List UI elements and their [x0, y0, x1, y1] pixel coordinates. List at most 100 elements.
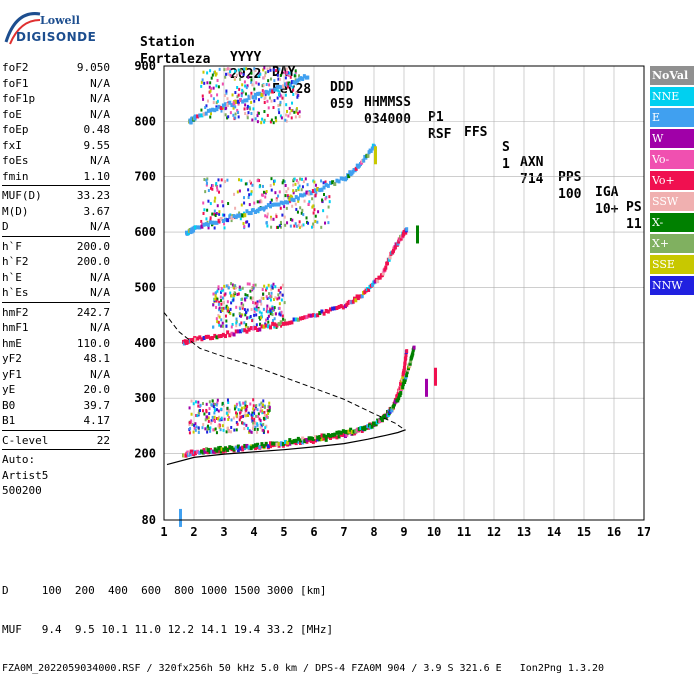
- echo-point: [364, 425, 368, 430]
- echo-point: [231, 322, 234, 326]
- echo-point: [210, 449, 214, 454]
- echo-point: [215, 220, 219, 225]
- echo-point: [252, 407, 255, 411]
- echo-point: [210, 94, 213, 98]
- echo-point: [412, 345, 416, 350]
- legend-item-x: X+: [650, 234, 694, 253]
- echo-point: [341, 429, 345, 434]
- echo-point: [277, 108, 280, 112]
- echo-point: [226, 116, 229, 120]
- echo-point: [369, 148, 373, 153]
- echo-point: [202, 222, 206, 227]
- echo-point: [203, 449, 207, 454]
- echo-point: [240, 304, 243, 308]
- echo-point: [278, 111, 281, 115]
- echo-point: [198, 225, 202, 230]
- echo-point: [223, 284, 226, 288]
- echo-point: [226, 330, 230, 335]
- echo-point: [243, 213, 247, 218]
- echo-point: [191, 423, 194, 427]
- echo-point: [318, 435, 322, 440]
- echo-point: [242, 222, 245, 226]
- echo-point: [309, 313, 313, 318]
- echo-point: [212, 449, 215, 454]
- echo-point: [277, 84, 281, 89]
- echo-point: [260, 428, 263, 432]
- echo-point: [339, 176, 343, 181]
- echo-point: [254, 443, 257, 448]
- echo-point: [267, 430, 270, 434]
- echo-point: [209, 336, 212, 341]
- echo-point: [254, 301, 257, 305]
- echo-point: [243, 321, 246, 325]
- echo-point: [216, 320, 219, 324]
- echo-point: [277, 77, 280, 81]
- echo-point: [299, 316, 302, 321]
- echo-point: [256, 422, 259, 426]
- x-tick-label: 3: [220, 525, 227, 539]
- echo-point: [225, 89, 228, 93]
- echo-point: [298, 220, 301, 224]
- echo-point: [305, 437, 309, 442]
- echo-point: [262, 307, 265, 311]
- echo-point: [403, 360, 407, 365]
- echo-point: [213, 108, 217, 113]
- echo-point: [279, 100, 282, 104]
- echo-point: [269, 444, 272, 449]
- echo-point: [265, 424, 268, 428]
- echo-point: [256, 423, 259, 427]
- echo-point: [269, 312, 272, 316]
- echo-point: [260, 121, 263, 125]
- param-name: foF1p: [2, 92, 36, 105]
- echo-point: [194, 225, 197, 230]
- echo-point: [255, 96, 258, 100]
- params-group-profile: hmF2 242.7 hmF1 N/A hmE 110.0 yF2 48.1 yF1 N/A yE 2…: [2, 305, 110, 429]
- echo-point: [284, 76, 287, 80]
- echo-point: [241, 313, 244, 317]
- legend-item-ssw: SSW: [650, 192, 694, 211]
- echo-point: [233, 294, 236, 298]
- echo-point: [234, 69, 237, 73]
- echo-point: [350, 430, 354, 435]
- echo-point: [236, 99, 240, 104]
- x-tick-label: 5: [280, 525, 287, 539]
- echo-point: [265, 415, 268, 419]
- echo-point: [269, 201, 272, 205]
- param-value: N/A: [90, 367, 110, 381]
- echo-point: [211, 223, 214, 227]
- echo-point: [305, 314, 309, 319]
- echo-point: [314, 435, 317, 440]
- echo-point: [226, 218, 230, 223]
- param-row-hes: h`Es N/A: [2, 285, 110, 301]
- param-name: foE: [2, 107, 22, 121]
- x-tick-label: 14: [547, 525, 561, 539]
- params-divider: [2, 301, 110, 303]
- echo-point: [220, 416, 223, 420]
- param-value: 3.67: [83, 204, 111, 218]
- echo-point: [402, 365, 406, 370]
- x-tick-label: 13: [517, 525, 531, 539]
- echo-point: [227, 101, 230, 105]
- echo-point: [300, 224, 303, 228]
- echo-point: [226, 97, 229, 101]
- echo-point: [312, 222, 315, 226]
- echo-point: [260, 200, 263, 204]
- echo-point: [288, 196, 292, 201]
- echo-point: [276, 73, 279, 77]
- echo-point: [285, 70, 288, 74]
- echo-point: [225, 91, 228, 95]
- echo-point: [238, 401, 241, 405]
- echo-point: [239, 329, 242, 334]
- echo-point: [248, 223, 251, 227]
- echo-point: [218, 212, 221, 216]
- echo-point: [232, 101, 236, 106]
- echo-point: [202, 201, 205, 205]
- echo-point: [196, 336, 200, 341]
- hdr-ps: PS: [626, 200, 642, 215]
- echo-point: [235, 73, 238, 77]
- echo-point: [275, 213, 278, 217]
- echo-point: [201, 78, 204, 82]
- echo-point: [229, 73, 232, 77]
- echo-point: [310, 225, 313, 229]
- echo-point: [411, 351, 415, 356]
